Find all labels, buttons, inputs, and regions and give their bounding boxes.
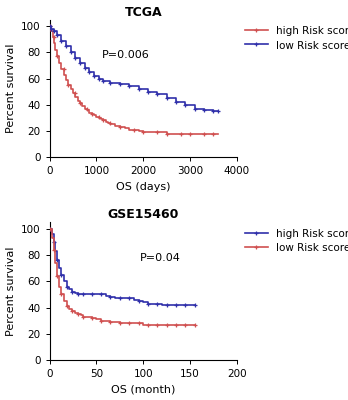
- X-axis label: OS (month): OS (month): [111, 384, 175, 394]
- Text: P=0.006: P=0.006: [102, 50, 150, 60]
- Y-axis label: Percent survival: Percent survival: [6, 246, 16, 336]
- Legend: high Risk score, low Risk score: high Risk score, low Risk score: [244, 228, 348, 254]
- X-axis label: OS (days): OS (days): [116, 182, 171, 192]
- Legend: high Risk score, low Risk score: high Risk score, low Risk score: [244, 25, 348, 52]
- Title: GSE15460: GSE15460: [108, 208, 179, 221]
- Title: TCGA: TCGA: [124, 6, 162, 18]
- Text: P=0.04: P=0.04: [140, 253, 180, 263]
- Y-axis label: Percent survival: Percent survival: [6, 44, 16, 133]
